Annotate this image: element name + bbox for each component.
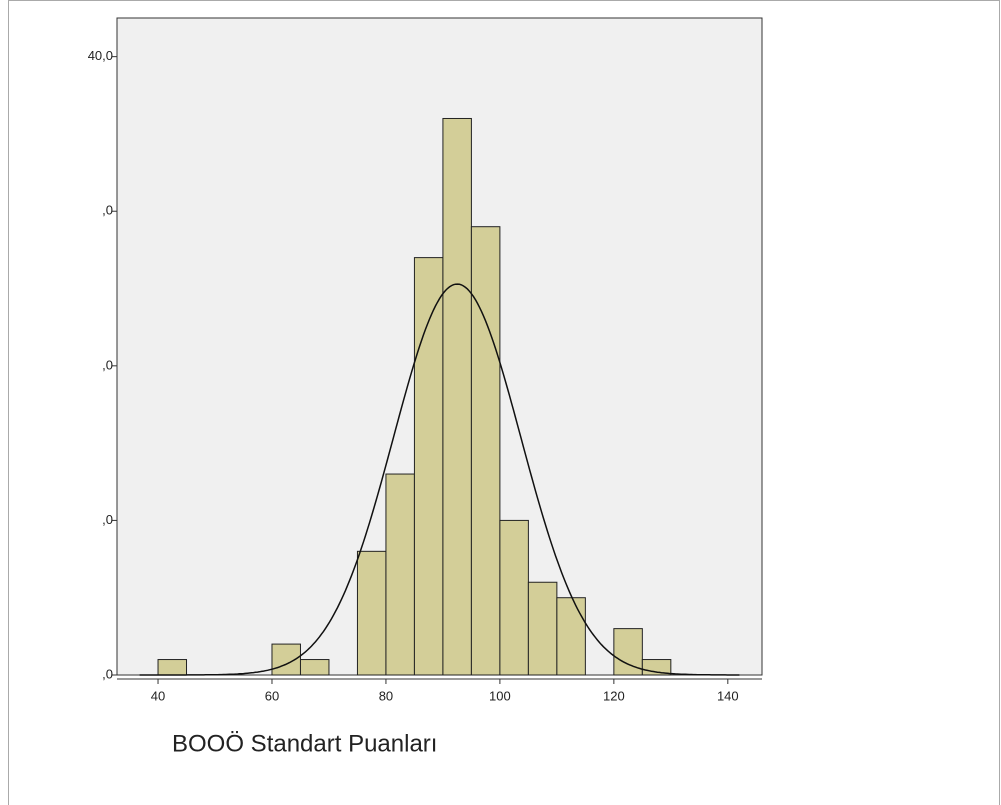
bar <box>157 659 188 676</box>
bar <box>470 226 501 676</box>
y-tick-label: ,0 <box>102 203 113 218</box>
x-tick-label: 80 <box>379 688 393 703</box>
x-tick-label: 120 <box>603 688 625 703</box>
bar <box>442 117 472 676</box>
bar <box>613 628 643 676</box>
bar <box>356 550 387 676</box>
normal-curve <box>139 283 740 676</box>
y-tick-label: ,0 <box>102 666 113 681</box>
bar <box>413 257 444 676</box>
y-tick-label: 40,0 <box>88 48 113 63</box>
bar <box>385 473 415 676</box>
x-tick-label: 40 <box>151 688 165 703</box>
bar <box>299 659 330 676</box>
y-tick-label: ,0 <box>102 357 113 372</box>
x-tick-label: 140 <box>717 688 739 703</box>
y-tick-label: ,0 <box>102 512 113 527</box>
bar <box>527 581 558 676</box>
bar <box>499 519 529 676</box>
x-axis-label: BOOÖ Standart Puanları <box>172 730 437 757</box>
x-tick-label: 100 <box>489 688 511 703</box>
bar <box>556 597 586 676</box>
x-tick-label: 60 <box>265 688 279 703</box>
